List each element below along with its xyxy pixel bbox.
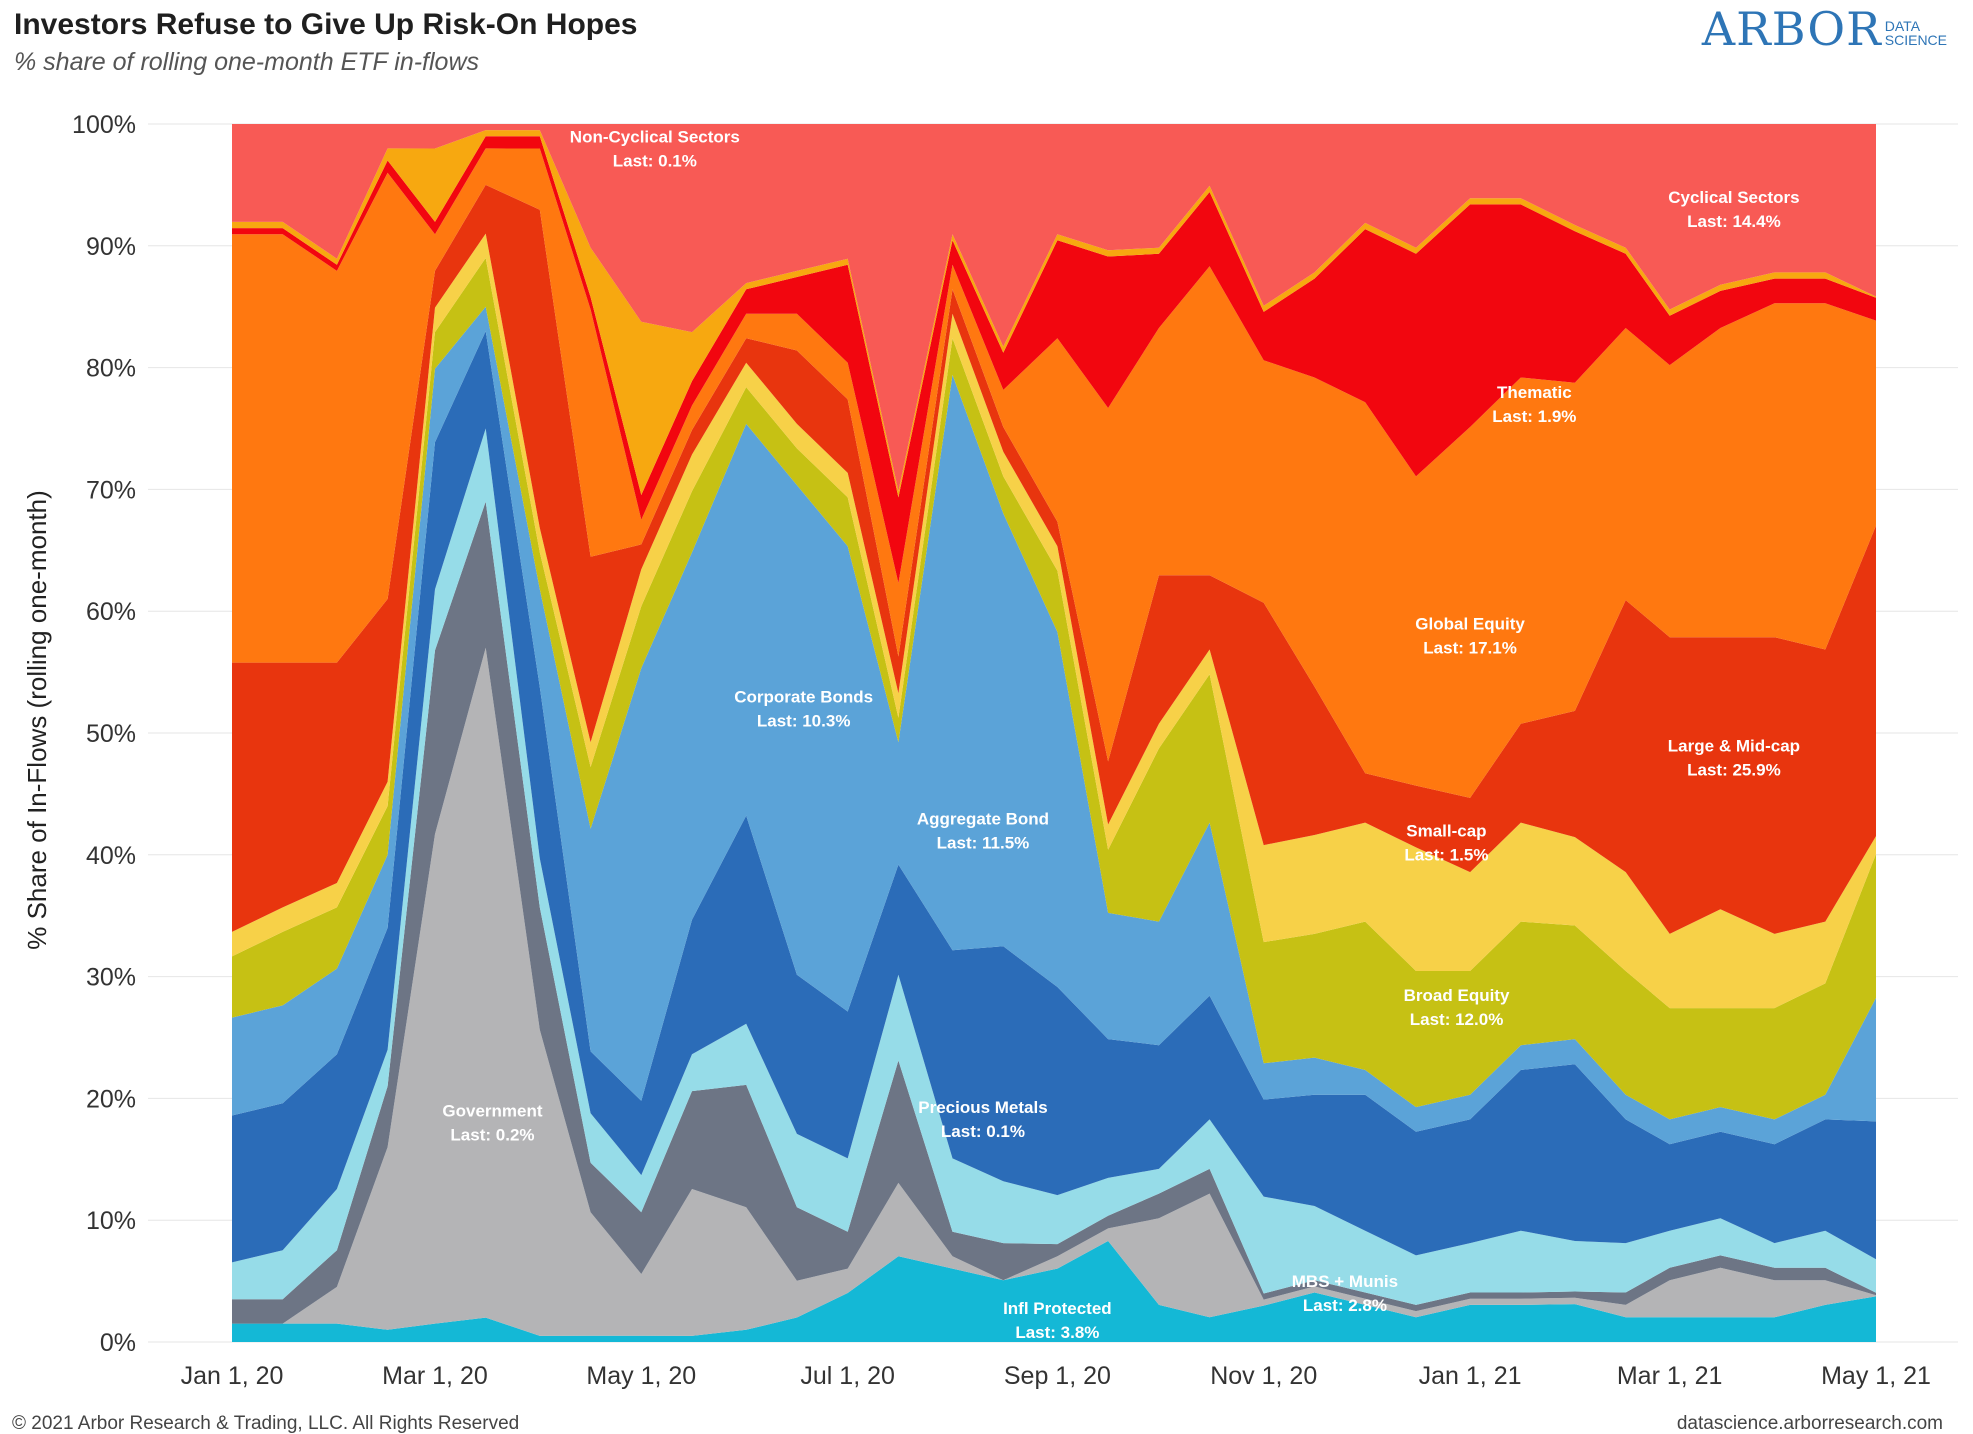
y-tick-label: 70% [86, 476, 136, 504]
annotation-name: Small-cap [1406, 822, 1486, 841]
annotation-name: Non-Cyclical Sectors [570, 127, 740, 146]
x-tick-label: Jul 1, 20 [800, 1362, 895, 1390]
series-areas [232, 124, 1876, 1342]
annotation-last-value: Last: 25.9% [1687, 760, 1781, 779]
y-tick-label: 20% [86, 1085, 136, 1113]
annotation-last-value: Last: 17.1% [1423, 638, 1517, 657]
annotation-last-value: Last: 10.3% [757, 712, 851, 731]
series-annotation: Global Equity Last: 17.1% [1415, 614, 1525, 657]
x-tick-label: Jan 1, 21 [1419, 1362, 1522, 1390]
series-annotation: Infl Protected Last: 3.8% [1003, 1299, 1112, 1342]
y-axis-ticks: 0% 10% 20% 30% 40% 50% 60% 70% 80% 90% 100% [72, 111, 136, 1357]
annotation-last-value: Last: 0.2% [450, 1126, 534, 1145]
y-tick-label: 100% [72, 111, 136, 139]
y-tick-label: 30% [86, 964, 136, 992]
area-non-cyclical-sectors [232, 130, 1876, 498]
annotation-name: MBS + Munis [1292, 1272, 1398, 1291]
annotation-name: Global Equity [1415, 614, 1525, 633]
logo-sub-data: DATA [1884, 18, 1921, 34]
logo-sub-text: DATA SCIENCE [1885, 19, 1947, 47]
area-aggregate-bond [232, 331, 1876, 1263]
annotation-name: Large & Mid-cap [1668, 736, 1800, 755]
chart-subtitle: % share of rolling one-month ETF in-flow… [14, 48, 480, 76]
y-axis-label: % Share of In-Flows (rolling one-month) [22, 490, 52, 950]
series-annotation: Precious Metals Last: 0.1% [918, 1098, 1047, 1141]
annotation-name: Broad Equity [1404, 986, 1510, 1005]
annotation-name: Corporate Bonds [734, 688, 873, 707]
annotation-last-value: Last: 0.1% [941, 1122, 1025, 1141]
annotation-last-value: Last: 12.0% [1410, 1010, 1504, 1029]
x-tick-label: Jan 1, 20 [181, 1362, 284, 1390]
x-tick-label: Mar 1, 21 [1617, 1362, 1723, 1390]
copyright-notice: © 2021 Arbor Research & Trading, LLC. Al… [12, 1413, 520, 1434]
area-large-mid-cap [232, 184, 1876, 934]
y-tick-label: 90% [86, 233, 136, 261]
annotation-name: Cyclical Sectors [1668, 188, 1799, 207]
x-tick-label: Nov 1, 20 [1210, 1362, 1317, 1390]
area-cyclical-sectors [232, 124, 1876, 492]
y-tick-label: 10% [86, 1207, 136, 1235]
x-tick-label: Sep 1, 20 [1004, 1362, 1111, 1390]
annotation-name: Government [442, 1102, 542, 1121]
x-tick-label: Mar 1, 20 [382, 1362, 488, 1390]
annotation-last-value: Last: 1.5% [1404, 846, 1488, 865]
x-tick-label: May 1, 21 [1821, 1362, 1931, 1390]
area-thematic [232, 136, 1876, 583]
logo-brand-text: ARBOR [1701, 2, 1882, 56]
annotation-last-value: Last: 1.9% [1492, 407, 1576, 426]
y-tick-label: 40% [86, 842, 136, 870]
area-small-cap [232, 233, 1876, 1009]
area-global-equity [232, 148, 1876, 798]
y-tick-label: 80% [86, 355, 136, 383]
series-annotation: Broad Equity Last: 12.0% [1404, 986, 1510, 1029]
y-tick-label: 50% [86, 720, 136, 748]
area-broad-equity [232, 258, 1876, 1120]
annotation-name: Thematic [1497, 383, 1572, 402]
series-annotation: Government Last: 0.2% [442, 1102, 542, 1145]
series-annotations: Cyclical Sectors Last: 14.4% Non-Cyclical … [442, 127, 1800, 1342]
annotation-last-value: Last: 2.8% [1303, 1296, 1387, 1315]
annotation-last-value: Last: 14.4% [1687, 212, 1781, 231]
series-annotation: Small-cap Last: 1.5% [1404, 822, 1488, 865]
annotation-name: Infl Protected [1003, 1299, 1112, 1318]
series-annotation: MBS + Munis Last: 2.8% [1292, 1272, 1398, 1315]
annotation-last-value: Last: 11.5% [937, 833, 1030, 852]
series-annotation: Cyclical Sectors Last: 14.4% [1668, 188, 1799, 231]
y-tick-label: 0% [100, 1329, 136, 1357]
area-corporate-bonds [232, 306, 1876, 1145]
x-tick-label: May 1, 20 [586, 1362, 696, 1390]
area-precious-metals [232, 647, 1876, 1336]
series-annotation: Thematic Last: 1.9% [1492, 383, 1576, 426]
website-link[interactable]: datascience.arborresearch.com [1676, 1413, 1943, 1434]
series-annotation: Aggregate Bond Last: 11.5% [917, 809, 1049, 852]
annotation-last-value: Last: 3.8% [1015, 1323, 1099, 1342]
annotation-name: Precious Metals [918, 1098, 1047, 1117]
annotation-name: Aggregate Bond [917, 809, 1049, 828]
area-infl-protected [232, 1241, 1876, 1342]
y-tick-label: 60% [86, 598, 136, 626]
arbor-logo: ARBOR DATA SCIENCE [1702, 2, 1947, 56]
series-annotation: Large & Mid-cap Last: 25.9% [1668, 736, 1800, 779]
series-annotation: Non-Cyclical Sectors Last: 0.1% [570, 127, 740, 170]
series-annotation: Corporate Bonds Last: 10.3% [734, 688, 873, 731]
annotation-last-value: Last: 0.1% [613, 151, 697, 170]
logo-sub-science: SCIENCE [1884, 32, 1947, 48]
chart-title: Investors Refuse to Give Up Risk-On Hope… [14, 8, 638, 41]
x-axis-ticks: Jan 1, 20 Mar 1, 20 May 1, 20 Jul 1, 20 Sep … [181, 1362, 1931, 1390]
